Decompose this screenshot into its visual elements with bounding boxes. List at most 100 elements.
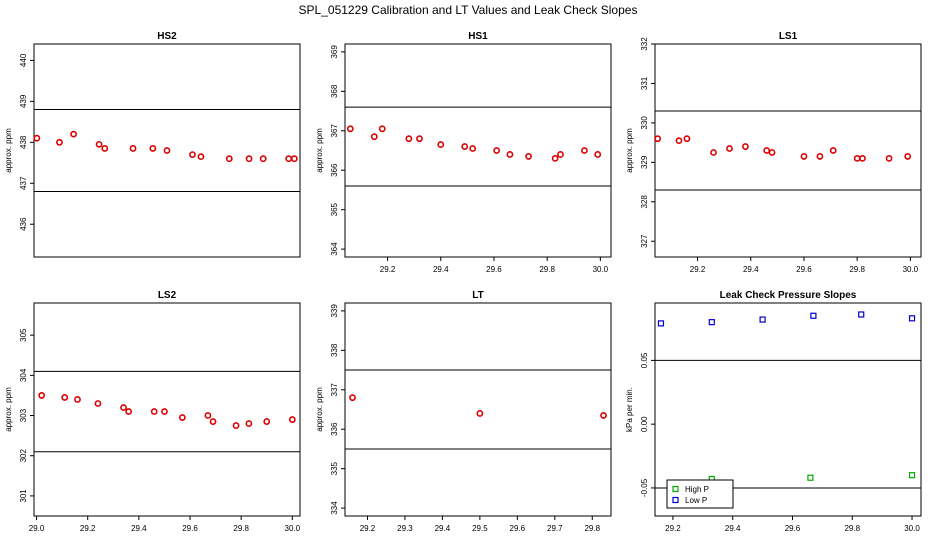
data-point [245, 155, 253, 163]
panel-4: LS2 approx. ppm 301 302 303 304 305 29.0 29.2 29.… [4, 290, 301, 533]
data-point [285, 155, 293, 163]
plot-frame [654, 302, 922, 517]
y-tick-label: 367 [330, 124, 339, 138]
data-point [437, 141, 445, 148]
x-tick-label: 29.5 [472, 524, 488, 533]
data-point [38, 392, 46, 399]
y-tick-label: 440 [19, 53, 28, 67]
data-point [683, 135, 691, 143]
y-tick-label: 437 [19, 176, 28, 190]
data-point [858, 311, 865, 318]
x-tick-label: 29.8 [233, 524, 249, 533]
data-point [816, 153, 824, 160]
data-point [710, 149, 717, 156]
panel-1: HS2 approx. ppm 436 437 438 439 440 [4, 31, 301, 258]
y-axis-label: approx. ppm [315, 387, 324, 432]
y-tick-label: 305 [19, 328, 28, 342]
x-tick-label: 29.8 [849, 265, 865, 274]
x-tick-label: 29.2 [690, 265, 706, 274]
data-point [101, 145, 109, 152]
data-point [807, 474, 814, 481]
y-tick-label: 335 [330, 461, 339, 475]
x-tick-label: 29.2 [80, 524, 96, 533]
plot-frame [344, 43, 612, 258]
x-tick-label: 29.0 [29, 524, 45, 533]
panel-title: HS1 [468, 31, 488, 42]
data-point [726, 145, 733, 152]
data-point [197, 153, 205, 161]
data-point [378, 125, 386, 133]
plot-frame [344, 302, 612, 517]
data-point [259, 155, 267, 163]
x-tick-label: 29.3 [397, 524, 413, 533]
x-tick-label: 29.2 [380, 265, 396, 274]
data-point [263, 418, 271, 425]
data-point [232, 422, 240, 429]
legend-label: High P [685, 485, 709, 494]
data-point [74, 396, 81, 403]
y-axis-label: kPa per min. [625, 387, 634, 432]
panel-title: LT [472, 290, 483, 301]
panel-title: LS2 [158, 290, 177, 301]
data-point [70, 130, 78, 138]
x-tick-label: 29.6 [510, 524, 526, 533]
data-point [908, 315, 916, 322]
x-tick-label: 29.6 [486, 265, 502, 274]
panel-2: HS1 approx. ppm 364 365 366 367 368 369 29.2 29.4… [315, 31, 612, 274]
data-point [859, 154, 866, 162]
y-tick-label: 304 [19, 368, 28, 382]
data-point [763, 147, 771, 154]
x-tick-label: 29.7 [547, 524, 563, 533]
x-tick-label: 29.2 [665, 524, 681, 533]
x-tick-label: 29.8 [584, 524, 600, 533]
x-tick-label: 29.6 [785, 524, 801, 533]
data-point [594, 151, 602, 158]
legend-marker [672, 496, 679, 504]
x-tick-label: 30.0 [593, 265, 609, 274]
data-point [908, 472, 916, 479]
panel-6: Leak Check Pressure Slopes kPa per min. -0… [625, 290, 922, 533]
data-point [525, 153, 532, 160]
data-point [405, 135, 413, 143]
legend: High P Low P [666, 479, 734, 509]
x-tick-label: 29.4 [433, 265, 449, 274]
data-point [551, 154, 559, 162]
y-tick-label: 0.05 [640, 352, 649, 368]
data-point [33, 134, 41, 142]
figure-title: SPL_051229 Calibration and LT Values and… [299, 3, 638, 17]
data-point [557, 151, 564, 158]
legend-marker [672, 485, 679, 493]
y-tick-label: 366 [330, 163, 339, 177]
data-point [476, 410, 484, 417]
data-point [225, 155, 233, 163]
y-tick-label: 369 [330, 45, 339, 59]
y-tick-label: 334 [330, 501, 339, 515]
data-point [189, 151, 196, 158]
y-tick-label: -0.05 [640, 478, 649, 497]
legend-label: Low P [685, 496, 707, 505]
x-tick-label: 29.4 [725, 524, 741, 533]
y-tick-label: 338 [330, 343, 339, 357]
data-point [245, 420, 253, 427]
data-point [204, 412, 212, 419]
y-tick-label: 331 [640, 76, 649, 90]
x-tick-label: 29.6 [182, 524, 198, 533]
data-point [493, 147, 501, 154]
data-point [759, 316, 766, 323]
data-point [506, 151, 514, 158]
y-tick-label: 327 [640, 234, 649, 248]
x-tick-label: 29.2 [360, 524, 376, 533]
y-tick-label: 332 [640, 37, 649, 51]
data-point [853, 154, 861, 162]
y-tick-label: 330 [640, 116, 649, 130]
panel-title: LS1 [779, 31, 798, 42]
data-point [600, 412, 607, 419]
data-point [708, 319, 715, 326]
x-tick-label: 29.4 [743, 265, 759, 274]
y-tick-label: 339 [330, 304, 339, 318]
y-tick-label: 337 [330, 383, 339, 397]
y-tick-label: 328 [640, 195, 649, 209]
data-point [178, 414, 186, 421]
panel-title: Leak Check Pressure Slopes [720, 290, 857, 301]
